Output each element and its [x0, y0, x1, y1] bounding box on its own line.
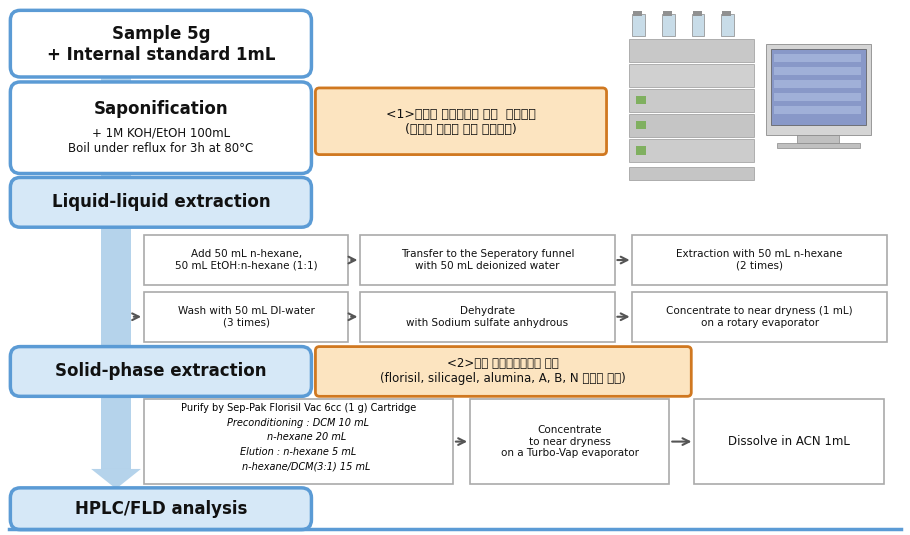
Text: Add 50 mL n-hexane,
50 mL EtOH:n-hexane (1:1): Add 50 mL n-hexane, 50 mL EtOH:n-hexane …: [175, 249, 318, 271]
Bar: [774, 67, 861, 75]
Bar: [144, 235, 349, 285]
Bar: [632, 235, 886, 285]
Text: n-hexane/DCM(3:1) 15 mL: n-hexane/DCM(3:1) 15 mL: [242, 461, 370, 471]
Bar: [630, 166, 754, 180]
Bar: [630, 39, 754, 62]
Text: Sample 5g
+ Internal standard 1mL: Sample 5g + Internal standard 1mL: [46, 25, 275, 64]
Bar: [663, 11, 672, 16]
Text: Preconditioning : DCM 10 mL: Preconditioning : DCM 10 mL: [228, 418, 369, 427]
Text: HPLC/FLD analysis: HPLC/FLD analysis: [75, 500, 248, 518]
Text: Concentrate
to near dryness
on a Turbo-Vap evaporator: Concentrate to near dryness on a Turbo-V…: [501, 425, 639, 458]
FancyBboxPatch shape: [316, 347, 692, 396]
Bar: [774, 54, 861, 62]
Text: Dissolve in ACN 1mL: Dissolve in ACN 1mL: [728, 435, 850, 448]
FancyBboxPatch shape: [316, 88, 607, 155]
Text: n-hexane 20 mL: n-hexane 20 mL: [267, 432, 346, 442]
Text: Liquid-liquid extraction: Liquid-liquid extraction: [52, 193, 270, 211]
Text: Concentrate to near dryness (1 mL)
on a rotary evaporator: Concentrate to near dryness (1 mL) on a …: [666, 306, 853, 327]
Bar: [693, 11, 702, 16]
FancyBboxPatch shape: [10, 82, 311, 173]
Bar: [774, 80, 861, 88]
FancyBboxPatch shape: [10, 347, 311, 396]
Bar: [630, 89, 754, 112]
Bar: [360, 292, 614, 342]
Bar: [470, 399, 670, 484]
Text: Elution : n-hexane 5 mL: Elution : n-hexane 5 mL: [240, 447, 357, 457]
Text: + 1M KOH/EtOH 100mL
Boil under reflux for 3h at 80°C: + 1M KOH/EtOH 100mL Boil under reflux fo…: [68, 127, 254, 155]
Bar: [144, 399, 453, 484]
Text: Purify by Sep-Pak Florisil Vac 6cc (1 g) Cartridge: Purify by Sep-Pak Florisil Vac 6cc (1 g)…: [181, 403, 416, 413]
Bar: [771, 49, 865, 125]
Bar: [632, 14, 645, 36]
Bar: [632, 292, 886, 342]
Text: Wash with 50 mL DI-water
(3 times): Wash with 50 mL DI-water (3 times): [177, 306, 315, 327]
Bar: [636, 146, 646, 155]
Text: <1>알칼리 분해시간에 따른  분해효율
(최적의 알칼리 분해 시간선정): <1>알칼리 분해시간에 따른 분해효율 (최적의 알칼리 분해 시간선정): [386, 108, 536, 136]
Polygon shape: [91, 469, 141, 489]
Text: Saponification: Saponification: [94, 100, 228, 118]
Bar: [630, 140, 754, 162]
Text: Dehydrate
with Sodium sulfate anhydrous: Dehydrate with Sodium sulfate anhydrous: [407, 306, 569, 327]
Bar: [630, 114, 754, 137]
Bar: [360, 235, 614, 285]
Bar: [144, 292, 349, 342]
Bar: [636, 96, 646, 104]
Bar: [630, 64, 754, 87]
FancyBboxPatch shape: [10, 488, 311, 530]
Bar: [722, 14, 734, 36]
Text: Solid-phase extraction: Solid-phase extraction: [56, 362, 267, 380]
Bar: [694, 399, 884, 484]
Bar: [101, 13, 131, 469]
Bar: [692, 14, 704, 36]
Bar: [776, 143, 860, 148]
Bar: [797, 135, 839, 143]
FancyBboxPatch shape: [10, 10, 311, 77]
Text: Transfer to the Seperatory funnel
with 50 mL deionized water: Transfer to the Seperatory funnel with 5…: [400, 249, 574, 271]
Bar: [633, 11, 642, 16]
Bar: [774, 106, 861, 114]
Bar: [723, 11, 732, 16]
Bar: [636, 121, 646, 129]
Bar: [766, 44, 871, 135]
Bar: [662, 14, 674, 36]
Text: <2>정제 컨럼별용잘효율 평가
(florisil, silicagel, alumina, A, B, N 컨럼을 이용): <2>정제 컨럼별용잘효율 평가 (florisil, silicagel, a…: [380, 357, 626, 385]
FancyBboxPatch shape: [10, 178, 311, 227]
Text: Extraction with 50 mL n-hexane
(2 times): Extraction with 50 mL n-hexane (2 times): [676, 249, 843, 271]
Bar: [774, 93, 861, 101]
